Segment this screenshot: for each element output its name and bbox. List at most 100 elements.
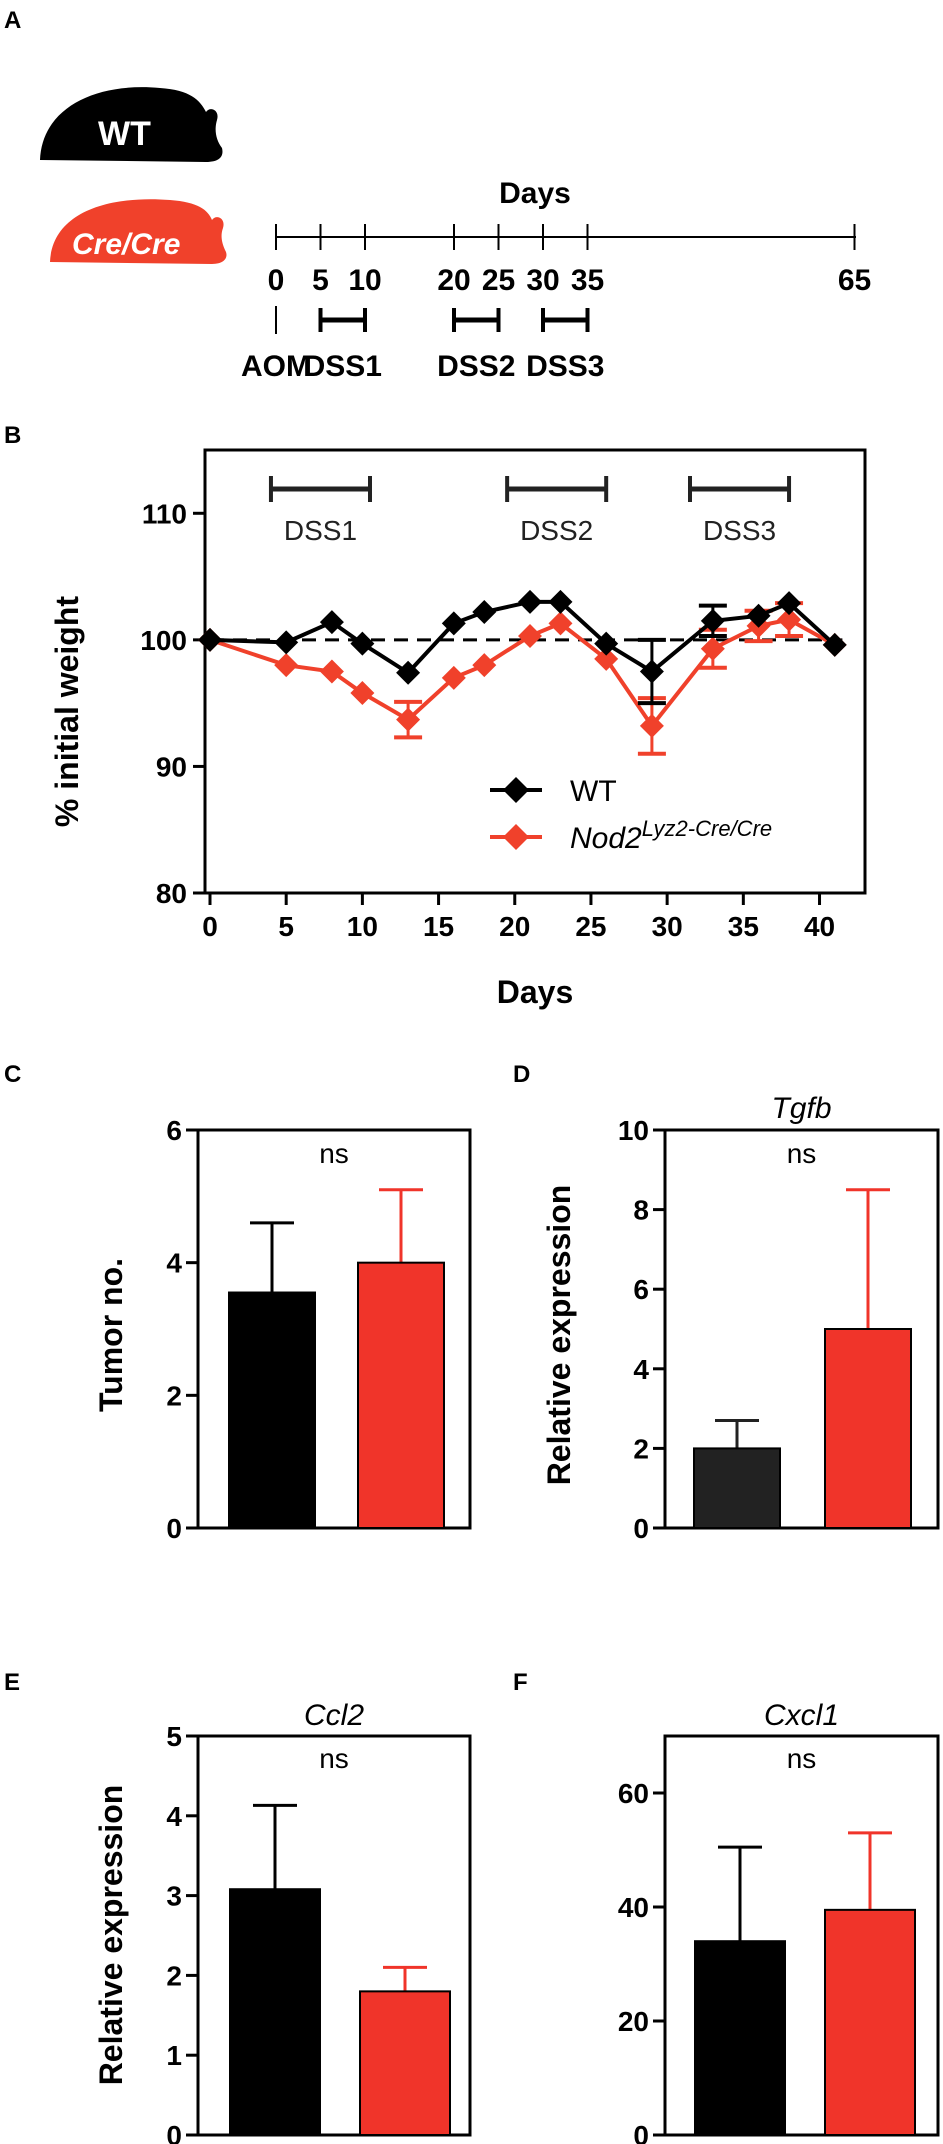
f-cre-bar bbox=[824, 1908, 916, 2136]
timeline-tick-label-65: 65 bbox=[838, 264, 871, 297]
panel-d: D 0 2 4 6 8 10 Relative expression Tgfb ns bbox=[513, 1061, 940, 1544]
c-cre-bar bbox=[357, 1261, 445, 1529]
b-legend-cre-sup: Lyz2-Cre/Cre bbox=[642, 816, 772, 841]
b-dss1-label: DSS1 bbox=[284, 515, 357, 546]
c-ytick-label-6: 6 bbox=[166, 1115, 182, 1146]
d-ytick-label-0: 0 bbox=[633, 1513, 649, 1544]
d-ylabel: Relative expression bbox=[541, 1185, 577, 1486]
b-cre-point-2 bbox=[319, 659, 344, 684]
b-ytick-label-110: 110 bbox=[142, 498, 187, 529]
d-ytick-label-2: 2 bbox=[633, 1433, 649, 1464]
panel-a-label: A bbox=[4, 7, 21, 34]
b-wt-point-3 bbox=[350, 631, 375, 656]
f-ytick-label-20: 20 bbox=[618, 2006, 649, 2037]
timeline-tick-label-25: 25 bbox=[482, 264, 515, 297]
b-wt-point-7 bbox=[518, 589, 542, 614]
b-xlabel: Days bbox=[497, 974, 574, 1010]
panel-c-label: C bbox=[4, 1061, 21, 1088]
b-wt-point-2 bbox=[319, 610, 344, 635]
b-cre-point-8 bbox=[548, 611, 573, 636]
e-wt-bar bbox=[229, 1888, 321, 2136]
timeline-tick-label-0: 0 bbox=[268, 264, 285, 297]
timeline-axis-title: Days bbox=[499, 177, 571, 210]
c-wt-bar bbox=[228, 1291, 316, 1530]
b-wt-point-14 bbox=[822, 632, 847, 657]
b-cre-point-10 bbox=[639, 713, 664, 738]
e-plot-frame bbox=[196, 1734, 472, 2137]
b-cre-point-9 bbox=[594, 646, 619, 671]
d-ytick-label-4: 4 bbox=[633, 1354, 649, 1385]
f-ytick-label-40: 40 bbox=[618, 1892, 649, 1923]
panel-f: F 0 20 40 60 Cxcl1 ns bbox=[513, 1669, 940, 2144]
c-ytick-label-2: 2 bbox=[166, 1380, 182, 1411]
timeline-tick-label-30: 30 bbox=[526, 264, 559, 297]
e-ylabel: Relative expression bbox=[93, 1785, 129, 2086]
c-ytick-label-4: 4 bbox=[166, 1248, 182, 1279]
b-xtick-label-5: 5 bbox=[278, 911, 294, 942]
timeline-tick-label-20: 20 bbox=[437, 264, 470, 297]
panel-e-label: E bbox=[4, 1669, 20, 1696]
d-ytick-label-6: 6 bbox=[633, 1274, 649, 1305]
b-wt-point-6 bbox=[472, 600, 497, 625]
cre-mouse-label: Cre/Cre bbox=[72, 228, 180, 261]
b-xtick-label-25: 25 bbox=[575, 911, 606, 942]
b-ytick-label-80: 80 bbox=[156, 878, 187, 909]
b-legend-wt-marker bbox=[503, 777, 529, 803]
b-legend-cre-marker bbox=[503, 824, 529, 850]
b-ytick-label-100: 100 bbox=[140, 625, 187, 656]
e-ytick-label-4: 4 bbox=[166, 1801, 182, 1832]
c-plot-frame bbox=[196, 1128, 472, 1530]
b-legend-wt-label: WT bbox=[570, 775, 617, 808]
panel-e: E 0 1 2 3 4 5 Relative expression Ccl2 ns bbox=[4, 1669, 472, 2144]
b-wt-point-5 bbox=[441, 611, 466, 636]
e-ytick-label-5: 5 bbox=[166, 1721, 182, 1752]
c-significance: ns bbox=[319, 1138, 349, 1169]
b-xtick-label-35: 35 bbox=[728, 911, 759, 942]
dss3-label: DSS3 bbox=[526, 350, 604, 383]
b-dss2-label: DSS2 bbox=[520, 515, 593, 546]
b-cre-point-7 bbox=[518, 624, 542, 649]
dss2-label: DSS2 bbox=[437, 350, 515, 383]
b-legend-cre-base: Nod2 bbox=[570, 822, 642, 855]
e-ytick-label-3: 3 bbox=[166, 1881, 182, 1912]
b-wt-point-9 bbox=[594, 631, 619, 656]
c-ylabel: Tumor no. bbox=[93, 1258, 129, 1412]
f-ytick-label-60: 60 bbox=[618, 1778, 649, 1809]
d-significance: ns bbox=[787, 1138, 817, 1169]
f-gene-title: Cxcl1 bbox=[764, 1699, 839, 1732]
timeline-ticks: 0 5 10 20 25 30 35 65 bbox=[268, 224, 871, 297]
b-cre-point-5 bbox=[441, 665, 466, 690]
b-xtick-label-40: 40 bbox=[804, 911, 835, 942]
b-wt-point-1 bbox=[274, 630, 299, 655]
ccl2-bar-chart: 0 1 2 3 4 5 Relative expression Ccl2 ns bbox=[93, 1699, 472, 2144]
d-ytick-label-8: 8 bbox=[633, 1195, 649, 1226]
e-gene-title: Ccl2 bbox=[304, 1699, 364, 1732]
wt-mouse-icon: WT bbox=[40, 87, 223, 162]
b-cre-point-3 bbox=[350, 681, 375, 706]
b-cre-point-13 bbox=[777, 607, 802, 632]
timeline-tick-label-35: 35 bbox=[571, 264, 604, 297]
b-wt-point-8 bbox=[548, 589, 573, 614]
b-legend-cre-label: Nod2Lyz2-Cre/Cre bbox=[570, 816, 772, 855]
b-xtick-label-30: 30 bbox=[652, 911, 683, 942]
timeline-tick-label-10: 10 bbox=[348, 264, 381, 297]
wt-mouse-label: WT bbox=[98, 115, 151, 153]
c-ytick-label-0: 0 bbox=[166, 1513, 182, 1544]
b-wt-point-12 bbox=[746, 603, 771, 628]
tgfb-bar-chart: 0 2 4 6 8 10 Relative expression Tgfb ns bbox=[541, 1092, 940, 1544]
b-xtick-label-20: 20 bbox=[499, 911, 530, 942]
weight-line-chart: 80 90 100 110 0 5 10 15 20 25 30 35 40 Days % initial … bbox=[49, 448, 867, 1010]
d-wt-bar bbox=[693, 1447, 781, 1530]
b-wt-point-10 bbox=[639, 659, 664, 684]
f-wt-bar bbox=[694, 1940, 786, 2136]
cre-mouse-icon: Cre/Cre bbox=[50, 199, 227, 264]
b-legend-wt-base: WT bbox=[570, 775, 617, 808]
f-significance: ns bbox=[787, 1743, 817, 1774]
panel-d-label: D bbox=[513, 1061, 530, 1088]
b-xtick-label-15: 15 bbox=[423, 911, 454, 942]
b-cre-point-4 bbox=[396, 707, 421, 732]
panel-f-label: F bbox=[513, 1669, 528, 1696]
e-ytick-label-0: 0 bbox=[166, 2120, 182, 2144]
